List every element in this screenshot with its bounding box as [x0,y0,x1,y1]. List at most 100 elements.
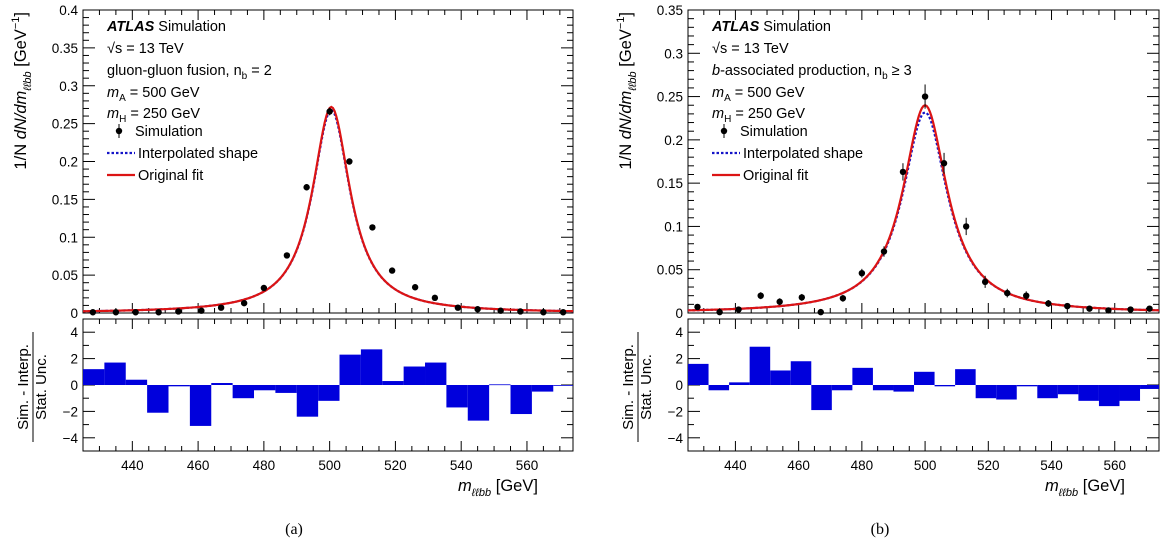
simulation-point [735,306,742,313]
y-tick-label: 0.15 [657,176,683,191]
simulation-point [776,298,783,305]
x-tick-label: 460 [787,458,810,473]
simulation-point [981,278,989,286]
mH-label: mH = 250 GeV [712,106,805,125]
interpolated-shape-line [82,108,574,313]
x-axis-label: mℓℓbb [GeV] [1045,477,1125,499]
simulation-point [858,269,866,277]
ratio-bar [1098,385,1120,407]
ratio-y-label-numerator: Sim. - Interp. [620,344,637,430]
ratio-y-label-numerator: Sim. - Interp. [15,344,32,430]
simulation-point [155,309,162,316]
panel-caption: (a) [285,521,303,538]
interpolated-shape-line [687,111,1160,312]
ratio-bar [125,379,148,385]
x-tick-label: 500 [914,458,937,473]
ratio-bar [104,362,126,385]
y-tick-label: 0.05 [657,263,683,278]
simulation-point [540,309,547,316]
ratio-y-label-denominator: Stat. Unc. [638,354,655,420]
ratio-y-label-denominator: Stat. Unc. [33,354,50,420]
x-tick-label: 560 [516,458,539,473]
ratio-bar [467,385,490,421]
ratio-bar [955,369,976,385]
simulation-point [175,308,182,315]
simulation-point [431,294,439,302]
y-tick-label: 0.3 [59,79,78,94]
simulation-point [1127,306,1134,313]
legend-interpolated-label: Interpolated shape [138,146,258,162]
ratio-bar [232,385,255,399]
simulation-point [112,309,120,316]
ratio-y-tick-label: 4 [70,325,78,340]
ratio-bar [1057,385,1079,395]
chart-panel-b: 0 0.05 0.1 0.15 0.2 0.25 0.3 0.35 440 460 480 500 52… [615,3,1160,538]
simulation-point [217,304,225,311]
ratio-bar [688,363,709,385]
ratio-bar [749,346,771,385]
ratio-bar [872,385,894,391]
ratio-bar [147,385,169,413]
experiment-label: ATLAS Simulation [106,19,226,35]
ratio-y-tick-label: 0 [70,378,78,393]
simulation-point [880,248,888,255]
simulation-point [346,158,353,165]
legend-simulation-marker [115,127,123,135]
simulation-point [694,303,701,311]
ratio-y-tick-label: −4 [63,431,79,446]
ratio-bar [531,385,554,392]
legend-simulation-marker [720,127,728,135]
ratio-y-tick-label: 2 [675,352,683,367]
simulation-point [369,224,376,231]
y-tick-label: 0.25 [657,90,683,105]
ratio-bar [934,385,956,387]
simulation-point [1004,289,1011,297]
simulation-point [198,307,205,314]
ratio-bar [553,385,573,386]
simulation-point [559,309,567,316]
x-tick-label: 440 [121,458,144,473]
ratio-bar [1119,385,1141,401]
ratio-bar [446,385,468,408]
x-tick-label: 560 [1103,458,1126,473]
y-tick-label: 0.2 [664,133,683,148]
ratio-y-tick-label: 0 [675,378,683,393]
ratio-bar [510,385,532,415]
ratio-y-tick-label: 4 [675,325,683,340]
x-axis-label: mℓℓbb [GeV] [458,477,538,499]
ratio-bar [189,385,212,426]
legend-original-fit-label: Original fit [138,168,203,184]
y-tick-label: 0.2 [59,155,78,170]
ratio-y-tick-label: 2 [70,352,78,367]
y-tick-label: 0.1 [59,230,78,245]
ratio-bar [975,385,997,399]
simulation-point [1045,300,1052,307]
simulation-point [454,304,462,311]
y-tick-label: 0.35 [657,3,683,18]
simulation-point [1086,305,1093,312]
x-tick-label: 480 [253,458,276,473]
y-tick-label: 0.25 [52,117,78,132]
ratio-bar [360,349,383,385]
ratio-bar [893,385,915,392]
x-tick-label: 500 [318,458,341,473]
ratio-bar [425,362,447,385]
simulation-point [1064,302,1071,310]
mA-label: mA = 500 GeV [107,85,200,104]
experiment-label: ATLAS Simulation [711,19,831,35]
y-tick-label: 0.35 [52,41,78,56]
legend-simulation-label: Simulation [135,124,203,140]
simulation-point [899,168,907,176]
ratio-bar [83,369,105,385]
simulation-point [940,160,948,167]
simulation-point [474,306,481,313]
panel-caption: (b) [871,521,890,538]
simulation-point [326,108,333,115]
simulation-point [1105,307,1112,314]
simulation-point [716,308,723,316]
ratio-bar [296,385,319,417]
simulation-point [388,267,396,274]
legend-interpolated-label: Interpolated shape [743,146,863,162]
ratio-bar [1140,385,1159,389]
simulation-point [132,309,139,316]
